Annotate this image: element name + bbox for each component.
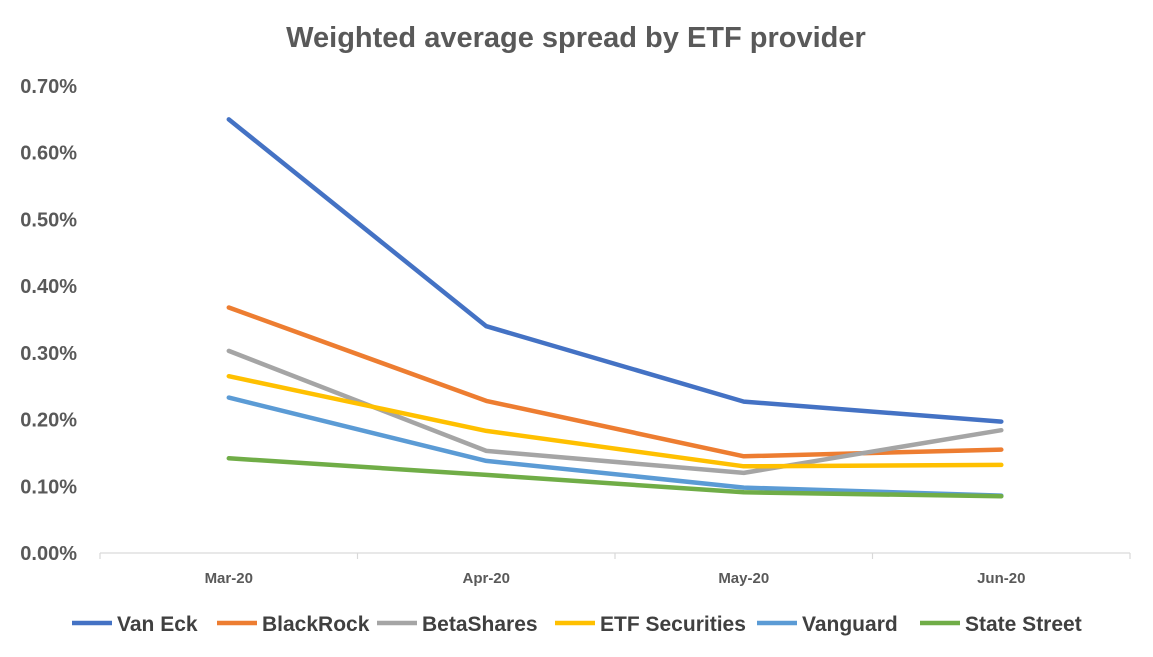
legend: Van Eck BlackRock BetaShares ETF Securities…	[72, 613, 1082, 636]
legend-label-vanguard: Vanguard	[802, 613, 898, 636]
y-tick-label: 0.60%	[20, 143, 77, 165]
legend-label-blackrock: BlackRock	[262, 613, 370, 636]
y-tick-label: 0.10%	[20, 476, 77, 498]
series-line-van-eck	[226, 117, 1004, 424]
x-tick-label: Jun-20	[977, 570, 1025, 587]
chart-title: Weighted average spread by ETF provider	[286, 22, 866, 54]
y-tick-label: 0.20%	[20, 410, 77, 432]
series-line-blackrock	[226, 305, 1004, 459]
y-tick-label: 0.50%	[20, 209, 77, 231]
y-axis: 0.00% 0.10% 0.20% 0.30% 0.40% 0.50% 0.60% 0.70%	[20, 76, 77, 565]
y-tick-label: 0.40%	[20, 276, 77, 298]
series-line-etf-securities	[226, 373, 1004, 469]
legend-label-van-eck: Van Eck	[117, 613, 198, 636]
legend-label-betashares: BetaShares	[422, 613, 538, 636]
x-tick-label: May-20	[718, 570, 769, 587]
legend-label-state-street: State Street	[965, 613, 1082, 636]
x-tick-label: Mar-20	[205, 570, 253, 587]
legend-label-etf-securities: ETF Securities	[600, 613, 746, 636]
y-tick-label: 0.00%	[20, 543, 77, 565]
series-line-vanguard	[226, 395, 1004, 498]
x-axis: Mar-20 Apr-20 May-20 Jun-20	[99, 552, 1131, 587]
y-tick-label: 0.30%	[20, 343, 77, 365]
series-line-betashares	[226, 348, 1004, 476]
series-line-state-street	[226, 456, 1004, 499]
y-tick-label: 0.70%	[20, 76, 77, 98]
x-tick-label: Apr-20	[462, 570, 510, 587]
series-layer	[226, 117, 1004, 499]
